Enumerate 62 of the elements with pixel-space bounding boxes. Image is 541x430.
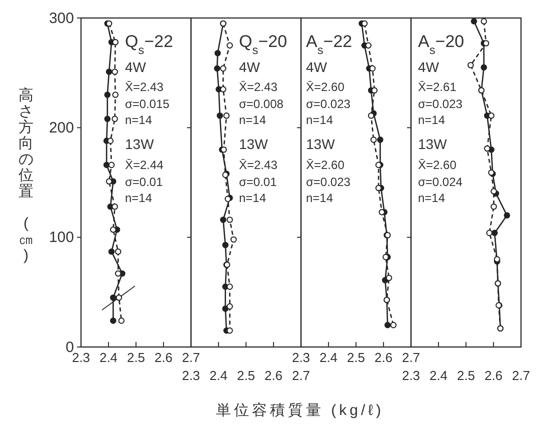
annotation: 13W	[125, 136, 155, 152]
y-tick-label: 300	[48, 10, 74, 27]
x-tick-label: 2.7	[512, 368, 530, 384]
annotation: X̄=2.44	[125, 158, 164, 172]
annotation: A$_{s}$−22	[306, 32, 352, 57]
annotation: 4W	[239, 59, 261, 75]
annotation: 13W	[418, 136, 448, 152]
x-tick-label: 2.4	[319, 350, 338, 366]
annotation: n=14	[306, 191, 334, 205]
x-tick-label: 2.7	[402, 350, 420, 366]
annotation: X̄=2.60	[306, 80, 345, 94]
annotation: n=14	[418, 113, 446, 127]
text: 高さ方向の位置 (㎝)	[18, 87, 34, 264]
y-tick-label: 0	[66, 338, 74, 356]
annotation: 4W	[418, 59, 440, 75]
x-tick-label: 2.4	[99, 350, 118, 366]
annotation: σ=0.023	[306, 97, 351, 111]
x-tick-label: 2.7	[292, 368, 310, 384]
annotation: n=14	[306, 113, 334, 127]
x-tick-label: 2.3	[292, 350, 310, 366]
annotation: X̄=2.60	[418, 158, 457, 172]
annotation: 4W	[125, 59, 147, 75]
x-tick-label: 2.4	[429, 368, 448, 384]
x-tick-label: 2.5	[236, 368, 256, 384]
x-tick-label: 2.3	[402, 368, 420, 384]
x-tick-label: 2.6	[154, 350, 173, 366]
annotation: n=14	[125, 191, 152, 205]
x-tick-label: 2.3	[72, 350, 90, 366]
x-tick-label: 2.6	[374, 350, 393, 366]
x-tick-label: 2.6	[484, 368, 503, 384]
annotation: X̄=2.43	[239, 80, 278, 94]
annotation: Q$_{s}$−22	[125, 32, 174, 57]
annotation: n=14	[239, 113, 266, 127]
x-tick-label: 2.5	[346, 350, 366, 366]
annotation: σ=0.023	[306, 175, 351, 189]
annotation: X̄=2.60	[306, 158, 345, 172]
annotation: 4W	[306, 59, 328, 75]
x-tick-label: 2.5	[126, 350, 146, 366]
annotation: n=14	[239, 191, 266, 205]
x-tick-label: 2.7	[182, 350, 200, 366]
x-tick-label: 2.5	[456, 368, 476, 384]
annotation: σ=0.008	[239, 97, 284, 111]
y-tick-label: 100	[48, 229, 74, 246]
annotation: X̄=2.43	[239, 158, 278, 172]
annotation: σ=0.024	[418, 175, 463, 189]
annotation: Q$_{s}$−20	[239, 32, 288, 57]
annotation: X̄=2.43	[125, 80, 164, 94]
x-tick-label: 2.3	[182, 368, 200, 384]
annotation: n=14	[418, 191, 446, 205]
annotation: σ=0.01	[125, 175, 164, 189]
annotation: X̄=2.61	[418, 80, 457, 94]
x-tick-label: 2.4	[209, 368, 228, 384]
x-tick-label: 2.6	[264, 368, 283, 384]
annotation: 13W	[306, 136, 336, 152]
annotation: σ=0.015	[125, 97, 170, 111]
annotation: A$_{s}$−20	[418, 32, 464, 57]
annotation: 13W	[239, 136, 269, 152]
x-axis-title: 単位容積質量 (kg/ℓ)	[216, 402, 384, 419]
annotation: σ=0.023	[418, 97, 463, 111]
annotation: σ=0.01	[239, 175, 278, 189]
y-tick-label: 200	[48, 119, 74, 136]
annotation: n=14	[125, 113, 152, 127]
